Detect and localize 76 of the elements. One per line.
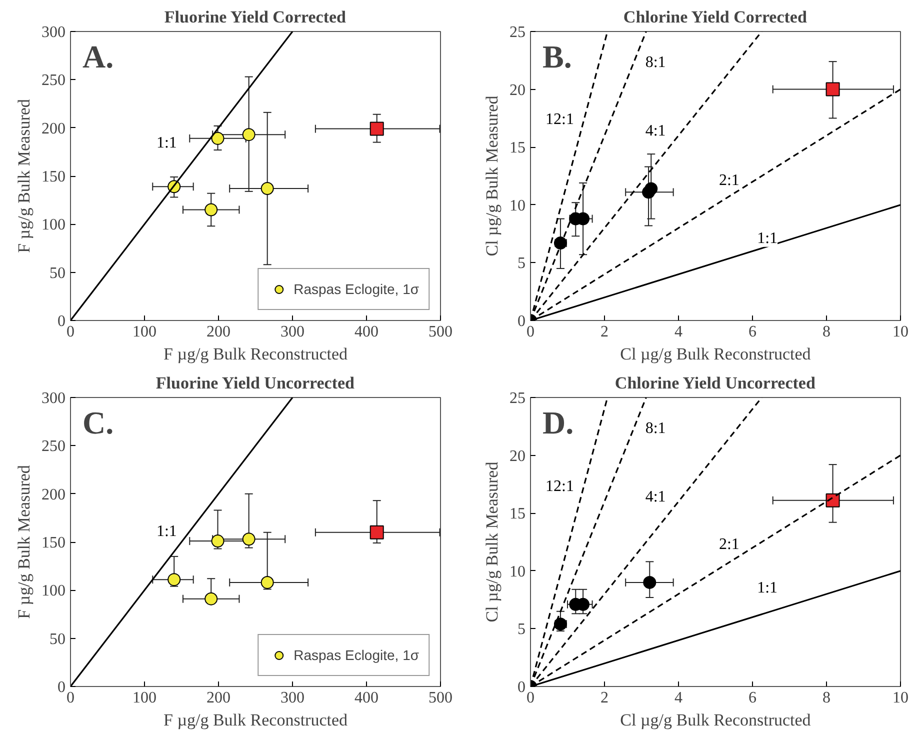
chart-title: Chlorine Yield Uncorrected (614, 374, 816, 392)
y-axis-title: Cl µg/g Bulk Measured (482, 461, 502, 622)
y-tick-label: 10 (510, 563, 526, 580)
annotation: 1:1 (156, 134, 177, 152)
chart-title: Fluorine Yield Corrected (164, 8, 347, 26)
x-axis-title: Cl µg/g Bulk Reconstructed (620, 344, 812, 364)
y-axis-title: Cl µg/g Bulk Measured (482, 95, 502, 256)
y-tick-label: 20 (510, 82, 526, 99)
y-tick-label: 300 (42, 390, 66, 407)
x-axis-title: F µg/g Bulk Reconstructed (163, 710, 348, 730)
x-tick-label: 500 (428, 690, 452, 706)
x-tick-label: 2 (600, 690, 608, 706)
x-tick-label: 500 (428, 324, 452, 340)
y-tick-label: 20 (510, 448, 526, 465)
annotation: 4:1 (645, 488, 666, 506)
y-tick-label: 25 (510, 390, 526, 407)
annotation: B. (542, 38, 572, 74)
y-tick-label: 250 (42, 72, 66, 90)
x-tick-label: 200 (206, 690, 230, 706)
y-tick-label: 0 (518, 313, 526, 330)
annotation: 1:1 (757, 230, 778, 247)
y-tick-label: 150 (42, 168, 66, 186)
y-tick-label: 0 (518, 679, 526, 696)
x-tick-label: 300 (280, 690, 304, 706)
annotation: 8:1 (645, 54, 666, 72)
y-tick-label: 5 (518, 255, 526, 272)
y-tick-label: 200 (42, 120, 66, 138)
x-tick-label: 6 (748, 690, 756, 706)
x-tick-label: 10 (892, 690, 908, 706)
annotation: C. (82, 404, 114, 440)
x-tick-label: 300 (280, 324, 304, 340)
annotation: 12:1 (546, 478, 574, 496)
annotation: 1:1 (757, 580, 778, 597)
x-tick-label: 8 (822, 690, 830, 706)
annotation: 8:1 (645, 420, 666, 438)
x-tick-label: 200 (206, 324, 230, 340)
annotation: 2:1 (718, 172, 740, 190)
y-tick-label: 100 (42, 582, 66, 600)
annotation: 4:1 (645, 122, 666, 140)
x-tick-label: 4 (674, 690, 682, 706)
y-tick-label: 15 (510, 140, 526, 157)
x-tick-label: 4 (674, 324, 682, 340)
x-axis-title: F µg/g Bulk Reconstructed (163, 344, 348, 364)
y-tick-label: 50 (50, 630, 66, 648)
x-tick-label: 100 (132, 690, 156, 706)
x-tick-label: 10 (892, 324, 908, 340)
x-tick-label: 8 (822, 324, 830, 340)
y-tick-label: 5 (518, 621, 526, 638)
y-tick-label: 50 (50, 264, 66, 282)
y-tick-label: 300 (42, 24, 66, 41)
legend-label: Raspas Eclogite, 1σ (294, 647, 419, 663)
y-axis-title: F µg/g Bulk Measured (14, 98, 34, 253)
annotation: 12:1 (546, 110, 574, 128)
x-tick-label: 6 (748, 324, 756, 340)
x-axis-title: Cl µg/g Bulk Reconstructed (620, 710, 812, 730)
chart-title: Chlorine Yield Corrected (623, 8, 808, 26)
y-tick-label: 200 (42, 486, 66, 504)
annotation: 1:1 (156, 522, 177, 540)
annotation: D. (542, 404, 574, 440)
y-tick-label: 25 (510, 24, 526, 41)
x-tick-label: 2 (600, 324, 608, 340)
x-tick-label: 400 (354, 324, 378, 340)
y-tick-label: 10 (510, 197, 526, 214)
x-tick-label: 400 (354, 690, 378, 706)
y-tick-label: 100 (42, 216, 66, 234)
y-axis-title: F µg/g Bulk Measured (14, 464, 34, 619)
legend-label: Raspas Eclogite, 1σ (294, 281, 419, 297)
y-tick-label: 0 (58, 679, 66, 696)
annotation: A. (82, 38, 114, 74)
y-tick-label: 15 (510, 506, 526, 523)
chart-title: Fluorine Yield Uncorrected (156, 374, 356, 392)
y-tick-label: 0 (58, 313, 66, 330)
x-tick-label: 100 (132, 324, 156, 340)
y-tick-label: 250 (42, 438, 66, 456)
y-tick-label: 150 (42, 534, 66, 552)
annotation: 2:1 (718, 536, 740, 553)
